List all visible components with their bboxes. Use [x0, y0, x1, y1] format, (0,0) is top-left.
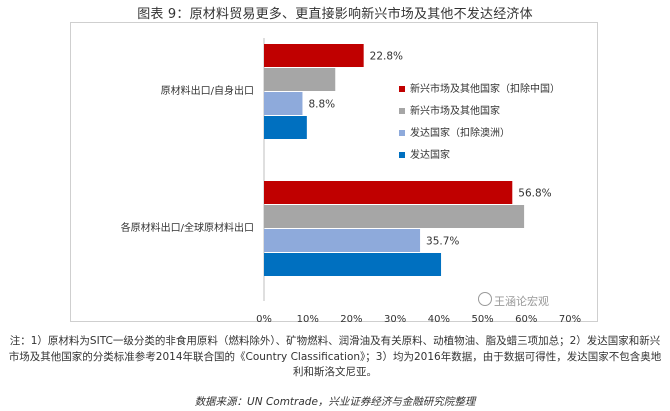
- x-tick-label: 30%: [384, 314, 406, 325]
- x-tick-label: 10%: [297, 314, 319, 325]
- legend-label: 发达国家: [410, 148, 450, 161]
- wechat-icon: [478, 292, 492, 306]
- data-label: 22.8%: [370, 51, 403, 63]
- bar: [264, 181, 513, 204]
- legend-swatch: [399, 130, 405, 136]
- x-tick-label: 60%: [515, 314, 537, 325]
- bar: [264, 253, 442, 276]
- x-tick-label: 0%: [256, 314, 272, 325]
- legend-label: 新兴市场及其他国家: [410, 104, 500, 117]
- data-label: 8.8%: [308, 99, 335, 111]
- data-label: 56.8%: [518, 188, 551, 200]
- category-label: 各原材料出口/全球原材料出口: [121, 221, 254, 234]
- legend-swatch: [399, 86, 405, 92]
- x-tick-label: 70%: [559, 314, 581, 325]
- bar: [264, 44, 364, 67]
- legend-label: 新兴市场及其他国家（扣除中国）: [410, 82, 560, 95]
- bar: [264, 92, 303, 115]
- footnote: 注：1）原材料为SITC一级分类的非食用原料（燃料除外）、矿物燃料、润滑油及有关…: [8, 335, 662, 378]
- x-tick-label: 50%: [471, 314, 493, 325]
- x-tick-label: 40%: [428, 314, 450, 325]
- bar: [264, 116, 307, 139]
- legend-swatch: [399, 108, 405, 114]
- watermark: 王涵论宏观: [494, 295, 549, 308]
- bar: [264, 68, 336, 91]
- bar-chart: 0% 10% 20% 30% 40% 50% 60% 70% 原材料出口/自身出口 22.8% 8.…: [121, 38, 581, 325]
- bar: [264, 205, 525, 228]
- data-label: 35.7%: [426, 236, 459, 248]
- chart-title: 图表 9：原材料贸易更多、更直接影响新兴市场及其他不发达经济体: [137, 7, 533, 22]
- legend-swatch: [399, 152, 405, 158]
- x-tick-label: 20%: [340, 314, 362, 325]
- bar: [264, 229, 421, 252]
- data-source: 数据来源：UN Comtrade，兴业证券经济与金融研究院整理: [194, 396, 476, 408]
- legend-label: 发达国家（扣除澳洲）: [410, 126, 510, 139]
- category-label: 原材料出口/自身出口: [161, 84, 254, 97]
